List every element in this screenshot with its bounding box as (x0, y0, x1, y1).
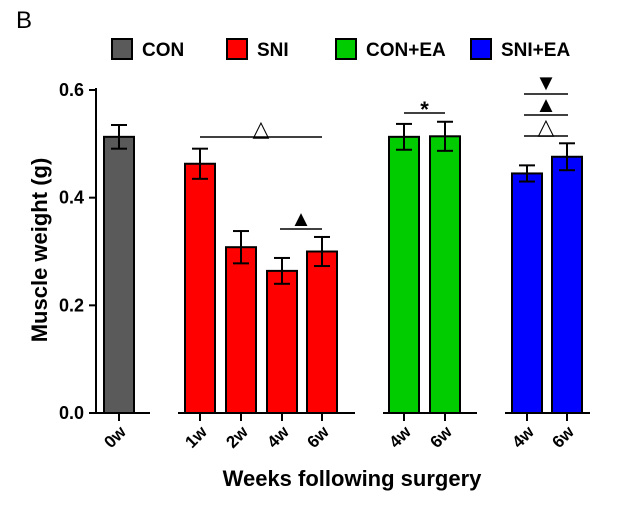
bar (511, 172, 543, 414)
x-tick-label: 2w (222, 422, 252, 452)
legend-label: CON (142, 40, 184, 61)
legend-swatch (335, 38, 357, 60)
x-tick-label: 6w (426, 422, 456, 452)
legend-swatch (470, 38, 492, 60)
significance-symbol: ▼ (535, 70, 557, 95)
significance-symbol: ▲ (535, 92, 557, 117)
significance-symbol: * (420, 97, 429, 122)
y-tick-label: 0.0 (59, 403, 84, 423)
bar (306, 250, 338, 414)
y-tick-label: 0.4 (59, 188, 84, 208)
legend: CON SNI CON+EA SNI+EA (111, 38, 570, 61)
x-tick-label: 6w (303, 422, 333, 452)
legend-label: SNI+EA (501, 40, 570, 61)
bar (103, 135, 135, 415)
bars: 0w 1w 2w 4w 6w 4w 6w 4w 6w (100, 120, 583, 452)
x-axis-title: Weeks following surgery (223, 466, 483, 491)
significance-symbol: △ (538, 114, 555, 139)
x-tick-label: 4w (385, 422, 415, 452)
significance-annotations: △▲*▼▲△ (200, 70, 568, 231)
bar (184, 162, 216, 414)
axes: 0.0 0.2 0.4 0.6 (59, 80, 590, 423)
bar (388, 135, 420, 415)
legend-label: CON+EA (366, 40, 446, 61)
x-tick-label: 4w (508, 422, 538, 452)
bar (429, 135, 461, 414)
y-axis-title: Muscle weight (g) (27, 158, 52, 343)
y-tick-label: 0.6 (59, 80, 84, 100)
bar (266, 269, 298, 414)
bar (225, 246, 257, 414)
significance-symbol: ▲ (290, 206, 312, 231)
panel-label: B (16, 7, 32, 34)
y-tick-label: 0.2 (59, 295, 84, 315)
legend-label: SNI (257, 40, 289, 61)
bar (551, 155, 583, 414)
x-tick-label: 0w (100, 422, 130, 452)
legend-swatch (226, 38, 248, 60)
significance-symbol: △ (253, 116, 270, 141)
x-tick-label: 4w (263, 422, 293, 452)
legend-swatch (111, 38, 133, 60)
x-tick-label: 6w (548, 422, 578, 452)
x-tick-label: 1w (181, 422, 211, 452)
